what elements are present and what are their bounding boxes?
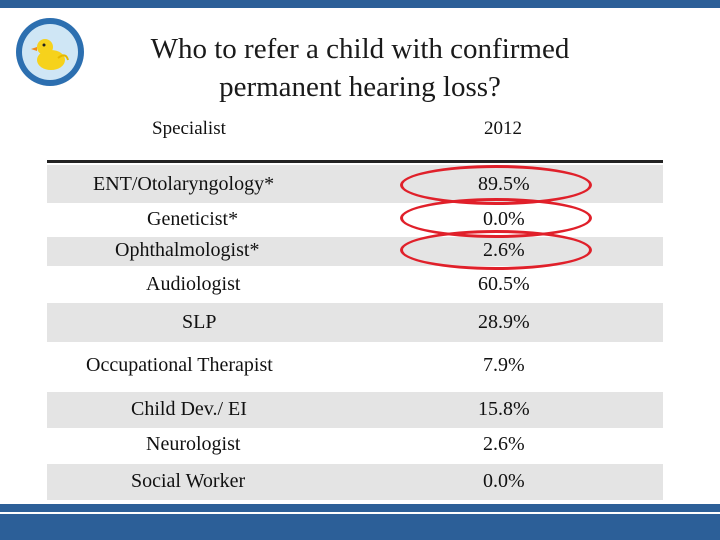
title-line-1: Who to refer a child with confirmed [150,33,570,65]
value-cell: 2.6% [483,433,525,455]
highlight-oval-ophthalmologist [400,230,592,270]
specialist-cell: Ophthalmologist* [115,239,260,261]
value-cell: 0.0% [483,470,525,492]
specialist-cell: SLP [182,311,217,333]
page-title: Who to refer a child with confirmed perm… [100,30,620,106]
table-row: SLP 28.9% [47,303,663,342]
bottom-bar-stripe [0,512,720,514]
column-header-year: 2012 [484,118,522,139]
value-cell: 7.9% [483,354,525,376]
specialist-cell: Geneticist* [147,208,239,230]
specialist-cell: Social Worker [131,470,246,492]
table-row: Neurologist 2.6% [47,428,663,464]
header-divider [47,160,663,163]
value-cell: 15.8% [478,398,530,420]
table-row: Audiologist 60.5% [47,266,663,303]
table-row: Occupational Therapist 7.9% [47,342,663,392]
value-cell: 60.5% [478,273,530,295]
specialist-cell: Neurologist [146,433,241,455]
table-row: Child Dev./ EI 15.8% [47,392,663,428]
value-cell: 28.9% [478,311,530,333]
bottom-accent-bar [0,504,720,540]
specialist-cell: ENT/Otolaryngology* [93,173,275,195]
column-header-specialist: Specialist [152,118,226,139]
specialist-cell: Child Dev./ EI [131,398,247,420]
top-accent-bar [0,0,720,8]
title-line-2: permanent hearing loss? [219,71,501,103]
duck-logo-icon [16,18,84,86]
specialist-cell: Audiologist [146,273,241,295]
table-row: Social Worker 0.0% [47,464,663,500]
specialist-cell: Occupational Therapist [86,354,273,376]
